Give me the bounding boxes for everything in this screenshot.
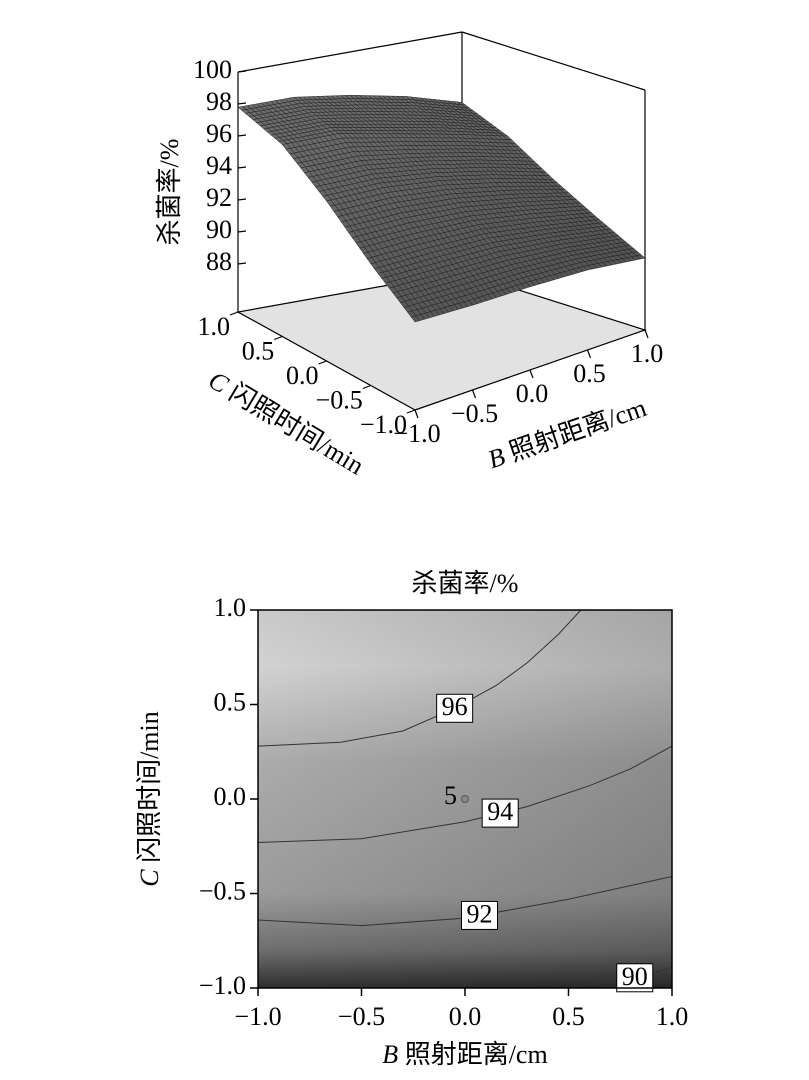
y-tick [318,360,327,365]
surface-cell [496,178,600,227]
surface-cell [382,180,486,249]
x-tick-label: −1.0 [234,1002,281,1031]
surface-cell [293,94,396,135]
y-tick [406,409,416,414]
x-tick-label: 0.0 [516,379,549,408]
y-tick-label: −0.5 [199,876,246,905]
x-tick [644,329,649,339]
surface-cell [405,96,509,137]
design-point [461,795,469,803]
box-edge [237,31,463,73]
axis-variable: B [484,442,509,475]
y-axis-title: C 闪照时间/min [135,711,164,887]
y-tick-label: 1.0 [214,593,247,622]
y-tick [362,384,371,390]
x-tick [529,369,534,379]
z-tick [237,198,247,201]
y-tick [229,311,239,316]
x-tick-label: 0.5 [573,359,606,388]
surface-cell [450,133,555,180]
y-tick-label: 1.0 [198,312,231,341]
y-tick-label: −1.0 [360,410,407,439]
y-tick-label: −1.0 [199,971,246,1000]
contour-label: 94 [487,797,513,826]
axis-variable: C [135,869,164,887]
x-tick-label: 0.0 [449,1002,482,1031]
design-point-label: 5 [444,781,457,810]
contour-label-box [481,798,519,828]
z-tick-label: 100 [193,55,232,84]
z-tick-label: 90 [206,215,232,244]
surface-cell [427,233,531,306]
x-axis-title: B 照射距离/cm [382,1040,547,1069]
y-tick-label: 0.0 [214,782,247,811]
x-tick [471,389,477,399]
axis-text: 照射距离/cm [405,1040,548,1069]
z-tick-label: 88 [206,247,232,276]
contour-chart: 杀菌率/% 96 94 92 90 5 −1.0 −0.5 0.0 0.5 1.0 −1.0 −0.5 0… [135,569,688,1069]
x-tick-label: 1.0 [631,339,664,368]
y-tick-label: 0.5 [214,687,247,716]
contour-label: 90 [622,962,648,991]
surface-cell [281,133,384,202]
mesh-facet [410,315,421,323]
box-edge [461,31,646,91]
z-tick-label: 92 [206,183,232,212]
x-tick-label: 0.5 [552,1002,585,1031]
z-tick-label: 96 [206,119,232,148]
surface-chart: 889092949698100−1.0−0.50.00.51.0−1.0−0.5… [155,31,664,480]
x-axis-title: B 照射距离/cm [484,393,650,474]
z-tick [237,262,247,265]
axis-text: 闪照时间/min [135,711,164,863]
x-tick-label: 1.0 [656,1002,689,1031]
surface-cell [349,94,453,135]
contour-label-box [460,900,498,930]
z-tick [237,166,247,169]
y-tick [274,335,283,341]
x-tick [414,409,419,419]
contour-label-box [616,963,654,993]
surface-cell [370,247,473,323]
z-tick-label: 94 [206,151,232,180]
surface-cell [338,133,441,188]
surface-cell [394,133,498,181]
z-tick [237,230,247,233]
z-tick [237,102,247,105]
x-tick-label: −0.5 [338,1002,385,1031]
z-tick [237,70,247,73]
surface-cell [541,219,646,271]
z-tick-label: 98 [206,87,232,116]
y-tick-label: 0.0 [286,361,319,390]
x-tick-label: −0.5 [451,399,498,428]
z-axis-title: 杀菌率/% [155,139,184,246]
surface-cell [237,96,340,145]
contour-label: 96 [442,692,468,721]
contour-line [257,609,582,747]
x-tick [586,349,592,359]
y-tick-label: 0.5 [242,336,275,365]
axis-variable: B [382,1040,398,1069]
surface-cell [484,225,588,288]
surface-cell [439,178,543,234]
chart-title: 杀菌率/% [412,569,519,598]
contour-line [257,745,673,843]
contour-label: 92 [466,899,492,928]
surface-cell [326,187,429,265]
y-tick-label: −0.5 [316,385,363,414]
z-tick [237,134,247,137]
x-tick-label: −1.0 [393,419,440,448]
contour-label-box [436,693,474,723]
